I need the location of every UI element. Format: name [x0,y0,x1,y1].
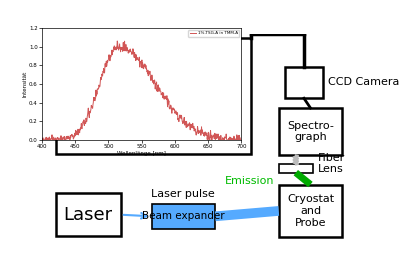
Bar [152,204,215,229]
Bar [279,164,313,173]
Bar [56,38,251,154]
Bar [279,108,342,155]
Text: Laser: Laser [64,206,113,224]
Legend: 1%-TSG-A in TMM-A: 1%-TSG-A in TMM-A [189,30,239,37]
Text: Emission: Emission [225,176,274,186]
Text: Computer: Computer [71,43,161,61]
Bar [279,185,342,237]
Text: Lens: Lens [318,164,344,174]
Text: Laser pulse: Laser pulse [151,189,215,199]
Text: Spectro-
graph: Spectro- graph [287,121,334,143]
Bar [285,67,323,98]
Y-axis label: Intensität: Intensität [23,71,28,97]
Text: CCD Camera: CCD Camera [328,77,399,87]
Text: Cryostat
and
Probe: Cryostat and Probe [287,194,334,228]
X-axis label: Wellenlänge [nm]: Wellenlänge [nm] [117,151,166,156]
Bar [56,193,121,236]
Text: Fiber: Fiber [318,153,345,163]
Text: Beam expander: Beam expander [142,211,225,221]
